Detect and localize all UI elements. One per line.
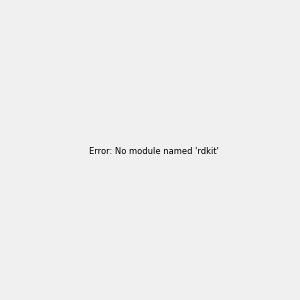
Text: Error: No module named 'rdkit': Error: No module named 'rdkit' bbox=[89, 147, 219, 156]
